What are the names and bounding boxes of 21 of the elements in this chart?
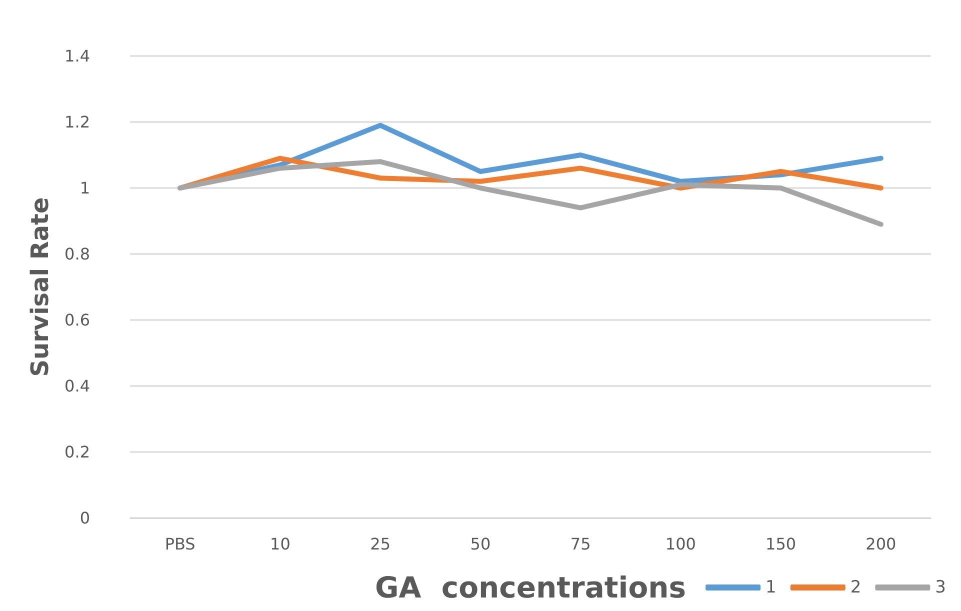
y-tick-label: 0.8: [64, 244, 90, 264]
legend-label: 1: [766, 578, 776, 598]
y-tick-label: 1.2: [64, 112, 90, 132]
x-tick-label: 10: [270, 534, 290, 554]
y-tick-label: 1.4: [64, 46, 90, 66]
x-tick-label: 25: [370, 534, 390, 554]
y-tick-label: 0.6: [64, 310, 90, 330]
y-tick-label: 0.4: [64, 376, 90, 396]
x-axis-title: GA concentrations: [374, 570, 686, 604]
x-tick-label: 50: [470, 534, 491, 554]
x-tick-label: 200: [866, 534, 896, 554]
x-tick-label: PBS: [164, 534, 196, 554]
x-tick-label: 100: [665, 534, 696, 554]
y-tick-label: 0: [80, 508, 90, 528]
legend-label: 2: [850, 578, 862, 598]
legend-label: 3: [935, 578, 946, 598]
y-axis-title: Survisal Rate: [26, 197, 54, 377]
y-tick-label: 0.2: [64, 442, 90, 462]
x-tick-label: 150: [766, 534, 796, 554]
y-tick-label: 1: [80, 178, 90, 198]
x-tick-label: 75: [570, 534, 591, 554]
